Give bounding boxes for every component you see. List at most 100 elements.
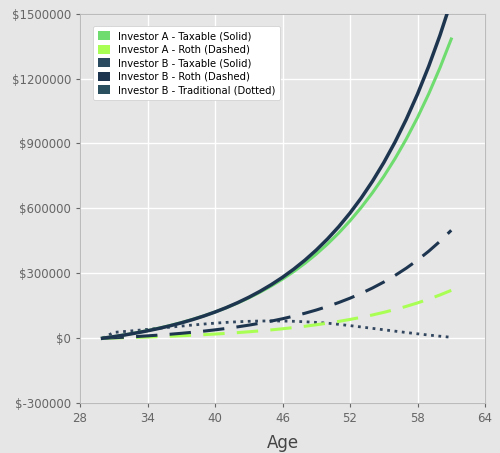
Investor B - Traditional (Dotted) <box>324 320 330 326</box>
Investor A - Roth (Dashed) <box>302 323 308 329</box>
Investor B - Taxable (Solid) <box>246 294 252 300</box>
Investor B - Roth (Dashed) <box>201 328 207 334</box>
Investor B - Traditional (Dotted) <box>111 330 117 335</box>
Investor B - Taxable (Solid) <box>314 247 320 253</box>
Investor A - Taxable (Solid) <box>381 174 387 179</box>
Investor B - Taxable (Solid) <box>291 266 297 272</box>
Investor B - Taxable (Solid) <box>404 116 409 122</box>
Investor B - Traditional (Dotted) <box>134 328 140 333</box>
Investor A - Taxable (Solid) <box>190 317 196 322</box>
Investor A - Taxable (Solid) <box>324 241 330 247</box>
Investor B - Traditional (Dotted) <box>257 318 263 324</box>
Investor B - Roth (Dashed) <box>381 280 387 285</box>
Investor B - Roth (Dashed) <box>392 273 398 278</box>
Investor B - Taxable (Solid) <box>134 330 140 336</box>
Investor B - Taxable (Solid) <box>268 282 274 287</box>
Investor B - Roth (Dashed) <box>370 285 376 291</box>
Investor A - Taxable (Solid) <box>426 91 432 96</box>
Investor B - Taxable (Solid) <box>426 63 432 69</box>
Investor B - Roth (Dashed) <box>257 321 263 326</box>
Investor B - Taxable (Solid) <box>448 0 454 4</box>
Investor B - Taxable (Solid) <box>190 317 196 323</box>
Investor A - Roth (Dashed) <box>212 331 218 337</box>
Investor B - Traditional (Dotted) <box>414 331 420 337</box>
Investor B - Traditional (Dotted) <box>144 327 150 332</box>
Investor B - Taxable (Solid) <box>224 305 230 310</box>
Investor B - Taxable (Solid) <box>201 313 207 319</box>
Investor A - Roth (Dashed) <box>178 333 184 338</box>
Investor B - Taxable (Solid) <box>414 92 420 97</box>
Investor B - Roth (Dashed) <box>224 326 230 331</box>
Investor B - Roth (Dashed) <box>144 333 150 338</box>
Investor A - Taxable (Solid) <box>437 65 443 70</box>
Line: Investor B - Traditional (Dotted): Investor B - Traditional (Dotted) <box>102 321 452 338</box>
Investor B - Traditional (Dotted) <box>122 329 128 334</box>
Investor A - Taxable (Solid) <box>100 336 105 341</box>
Investor A - Roth (Dashed) <box>201 332 207 337</box>
Investor B - Traditional (Dotted) <box>347 323 353 328</box>
Investor A - Taxable (Solid) <box>358 205 364 210</box>
Line: Investor B - Taxable (Solid): Investor B - Taxable (Solid) <box>102 1 452 338</box>
Investor B - Taxable (Solid) <box>280 275 285 280</box>
Investor B - Roth (Dashed) <box>448 227 454 233</box>
Investor B - Traditional (Dotted) <box>448 335 454 340</box>
Investor A - Taxable (Solid) <box>414 115 420 120</box>
Investor A - Roth (Dashed) <box>336 318 342 324</box>
Investor B - Traditional (Dotted) <box>280 318 285 324</box>
Investor A - Taxable (Solid) <box>111 334 117 339</box>
Investor A - Roth (Dashed) <box>324 320 330 326</box>
Line: Investor A - Taxable (Solid): Investor A - Taxable (Solid) <box>102 39 452 338</box>
Investor A - Taxable (Solid) <box>347 218 353 223</box>
Investor A - Taxable (Solid) <box>212 309 218 315</box>
Investor B - Traditional (Dotted) <box>426 333 432 338</box>
Investor A - Roth (Dashed) <box>414 300 420 306</box>
Investor A - Taxable (Solid) <box>448 36 454 42</box>
Investor A - Roth (Dashed) <box>392 307 398 312</box>
Investor B - Roth (Dashed) <box>437 239 443 244</box>
Investor B - Taxable (Solid) <box>122 332 128 337</box>
Investor A - Roth (Dashed) <box>381 310 387 315</box>
Investor B - Roth (Dashed) <box>134 334 140 339</box>
Investor A - Roth (Dashed) <box>347 317 353 322</box>
Investor A - Taxable (Solid) <box>268 283 274 289</box>
Investor A - Roth (Dashed) <box>246 329 252 334</box>
Investor B - Traditional (Dotted) <box>212 320 218 326</box>
Investor A - Taxable (Solid) <box>224 305 230 310</box>
Investor B - Roth (Dashed) <box>404 265 409 271</box>
Investor B - Roth (Dashed) <box>291 313 297 319</box>
Investor B - Taxable (Solid) <box>212 309 218 315</box>
Investor B - Taxable (Solid) <box>437 33 443 38</box>
Investor B - Taxable (Solid) <box>111 334 117 339</box>
Investor A - Roth (Dashed) <box>314 322 320 328</box>
Investor A - Roth (Dashed) <box>426 296 432 302</box>
Investor A - Taxable (Solid) <box>404 136 409 142</box>
Investor A - Roth (Dashed) <box>448 288 454 293</box>
Investor B - Roth (Dashed) <box>246 323 252 328</box>
Investor B - Roth (Dashed) <box>212 327 218 333</box>
Investor A - Roth (Dashed) <box>234 330 240 335</box>
Investor A - Taxable (Solid) <box>336 230 342 236</box>
Investor A - Roth (Dashed) <box>122 335 128 340</box>
Investor B - Roth (Dashed) <box>426 248 432 254</box>
Investor B - Taxable (Solid) <box>381 160 387 165</box>
Investor B - Taxable (Solid) <box>100 336 105 341</box>
Investor A - Roth (Dashed) <box>224 331 230 336</box>
Investor B - Roth (Dashed) <box>324 304 330 309</box>
Investor B - Taxable (Solid) <box>144 328 150 333</box>
Investor A - Roth (Dashed) <box>257 328 263 333</box>
Investor B - Taxable (Solid) <box>324 236 330 242</box>
Investor B - Roth (Dashed) <box>314 307 320 313</box>
Investor B - Traditional (Dotted) <box>314 320 320 325</box>
Investor A - Taxable (Solid) <box>291 269 297 274</box>
Investor A - Roth (Dashed) <box>370 312 376 318</box>
Investor B - Traditional (Dotted) <box>404 330 409 335</box>
Investor B - Traditional (Dotted) <box>201 321 207 327</box>
Investor A - Taxable (Solid) <box>392 156 398 161</box>
Investor A - Taxable (Solid) <box>370 190 376 195</box>
Investor A - Taxable (Solid) <box>144 328 150 333</box>
Investor A - Taxable (Solid) <box>280 276 285 282</box>
Investor B - Taxable (Solid) <box>370 178 376 184</box>
Investor B - Traditional (Dotted) <box>336 322 342 327</box>
Investor A - Taxable (Solid) <box>246 295 252 301</box>
Investor B - Roth (Dashed) <box>190 330 196 335</box>
